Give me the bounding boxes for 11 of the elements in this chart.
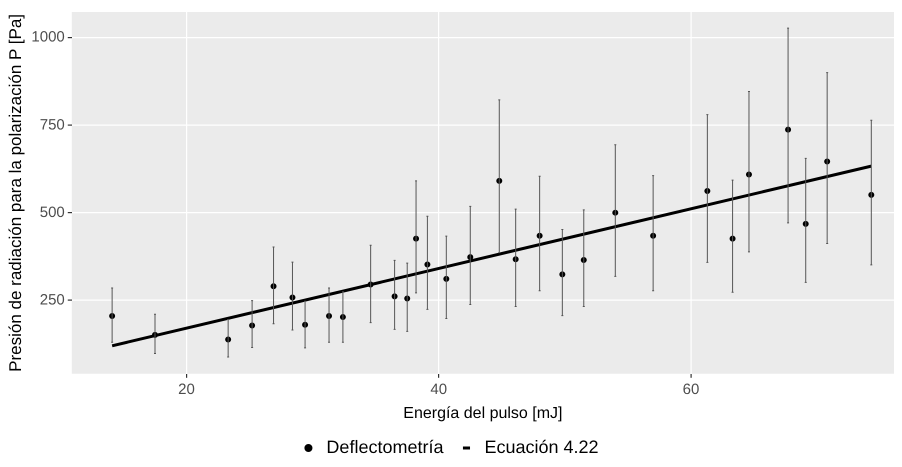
y-tick-label: 750 — [40, 116, 65, 134]
y-axis-title: Presión de radiación para la polarización P [Pa] — [6, 14, 25, 372]
y-tick-label: 500 — [40, 204, 65, 221]
x-tick-label: 40 — [430, 380, 448, 398]
legend-label: Deflectometría — [326, 436, 444, 457]
y-tick-label: 1000 — [31, 28, 65, 46]
x-axis-title: Energía del pulso [mJ] — [403, 404, 562, 422]
x-tick-label: 60 — [682, 380, 700, 398]
y-tick-label: 250 — [40, 291, 65, 308]
x-tick-label: 20 — [178, 380, 195, 398]
legend-label: Ecuación 4.22 — [484, 436, 599, 457]
